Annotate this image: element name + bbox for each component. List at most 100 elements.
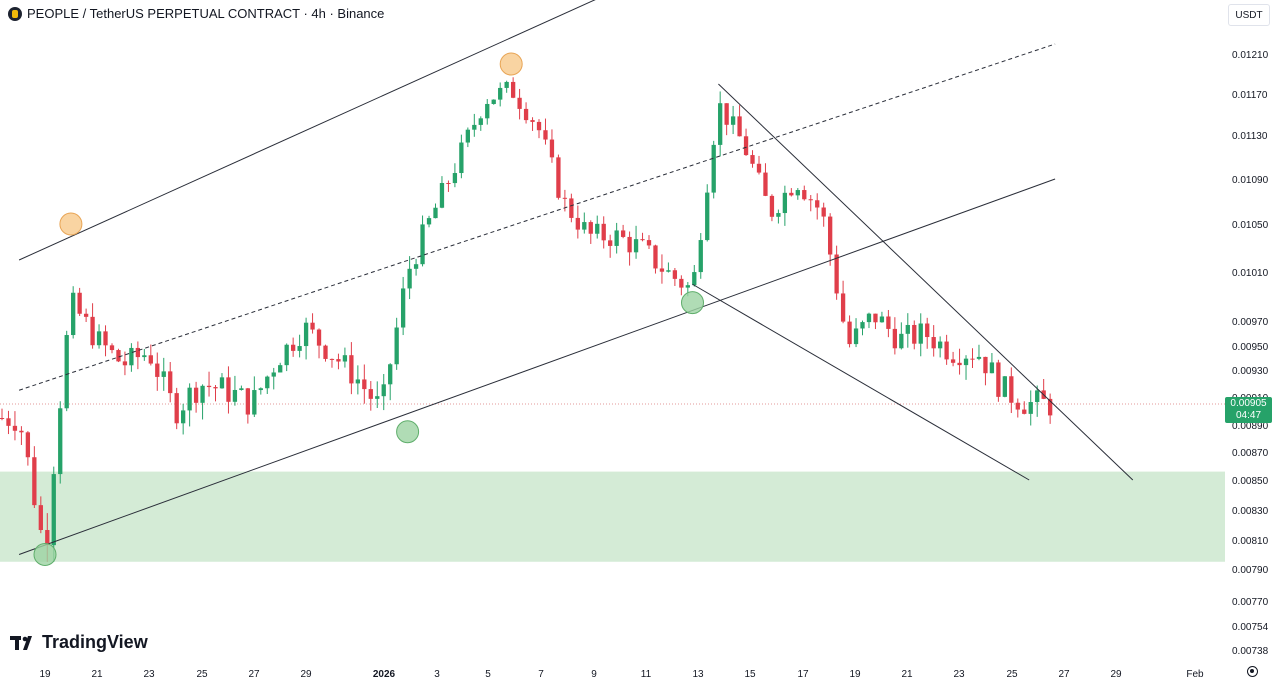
x-tick-label: 29: [300, 669, 312, 680]
y-tick-label: 0.00770: [1232, 597, 1269, 608]
candle-body: [232, 389, 238, 402]
settings-icon[interactable]: [1247, 666, 1258, 677]
candle-body: [291, 344, 296, 351]
candle-body: [297, 346, 302, 351]
candle-body: [478, 118, 483, 125]
candle-body: [562, 197, 568, 199]
symbol-logo-icon: [8, 6, 22, 21]
symbol-header[interactable]: PEOPLE / TetherUS PERPETUAL CONTRACT · 4…: [8, 6, 384, 21]
y-tick-label: 0.01130: [1232, 131, 1268, 142]
candle-body: [362, 379, 367, 390]
candle-body: [834, 254, 839, 294]
candle-body: [174, 393, 179, 424]
candle-body: [763, 172, 768, 196]
candle-body: [510, 81, 516, 98]
y-tick-label: 0.00970: [1232, 317, 1269, 328]
candle-body: [789, 192, 794, 196]
candle-body: [795, 190, 800, 196]
candle-body: [679, 278, 684, 288]
candle-body: [38, 505, 43, 531]
candle-body: [407, 268, 412, 289]
candle-body: [58, 408, 63, 475]
candle-body: [161, 371, 166, 377]
candle-body: [543, 130, 548, 140]
x-tick-label: 23: [953, 669, 965, 680]
x-tick-label: 21: [901, 669, 913, 680]
candle-body: [245, 388, 251, 415]
candle-body: [25, 432, 31, 458]
candle-body: [459, 142, 464, 174]
candle-body: [517, 97, 522, 109]
candle-body: [840, 293, 846, 322]
candle-body: [556, 157, 561, 198]
buy-marker: [33, 543, 57, 566]
x-tick-label: 11: [641, 669, 652, 680]
candle-body: [705, 192, 710, 241]
tradingview-logo[interactable]: TradingView: [10, 632, 148, 653]
last-price-tag: 0.00905 04:47: [1225, 397, 1272, 423]
candle-body: [905, 324, 910, 334]
candle-body: [168, 371, 173, 394]
trendline-lower-channel: [18, 178, 1056, 555]
candle-body: [12, 425, 18, 431]
candle-body: [627, 236, 632, 253]
candle-body: [776, 213, 781, 217]
candle-body: [155, 363, 160, 377]
trendline-mid-channel: [18, 43, 1056, 391]
y-tick-label: 0.00754: [1232, 622, 1269, 633]
candle-body: [77, 292, 82, 314]
x-tick-label: 5: [485, 669, 491, 680]
x-tick-label: 3: [434, 669, 440, 680]
candle-body: [523, 108, 529, 121]
candle-body: [989, 362, 995, 374]
currency-selector[interactable]: USDT: [1228, 4, 1270, 26]
candle-body: [782, 192, 788, 214]
y-tick-label: 0.00790: [1232, 565, 1269, 576]
candle-body: [730, 116, 736, 125]
x-tick-label: 21: [91, 669, 103, 680]
candle-body: [588, 222, 593, 234]
candle-body: [685, 285, 690, 288]
candle-body: [1047, 398, 1053, 416]
last-price-value: 0.00905: [1230, 398, 1267, 409]
y-tick-label: 0.00950: [1232, 342, 1269, 353]
x-tick-label: Feb: [1186, 669, 1204, 680]
candle-body: [109, 345, 115, 351]
candle-body: [912, 324, 917, 344]
candle-body: [595, 223, 600, 234]
y-tick-label: 0.01170: [1232, 90, 1268, 101]
candle-body: [931, 337, 936, 349]
tradingview-logo-icon: [10, 635, 32, 650]
candle-body: [187, 387, 192, 411]
candle-body: [614, 230, 619, 246]
candle-body: [569, 198, 574, 218]
x-tick-label: 27: [248, 669, 260, 680]
candle-body: [323, 345, 328, 359]
candle-body: [265, 376, 270, 389]
candle-body: [485, 103, 490, 119]
candle-body: [925, 323, 930, 338]
candle-body: [452, 173, 458, 184]
candle-body: [349, 355, 354, 384]
y-tick-label: 0.01050: [1232, 220, 1269, 231]
y-tick-label: 0.01010: [1232, 268, 1269, 279]
candle-body: [375, 396, 380, 399]
candle-body: [148, 355, 153, 364]
candle-body: [491, 99, 496, 104]
candle-body: [226, 377, 231, 402]
candle-body: [504, 81, 509, 88]
candle-body: [918, 323, 923, 344]
symbol-title: PEOPLE / TetherUS PERPETUAL CONTRACT · 4…: [27, 6, 385, 21]
candle-body: [303, 322, 309, 347]
candle-body: [129, 347, 134, 366]
candle-body: [355, 379, 360, 384]
candle-body: [996, 362, 1001, 397]
candle-body: [957, 362, 962, 366]
x-tick-label: 2026: [373, 669, 396, 680]
candle-body: [472, 124, 477, 130]
candle-body: [19, 430, 24, 433]
y-tick-label: 0.00810: [1232, 536, 1269, 547]
trendline-wedge-support: [692, 283, 1030, 481]
candle-body: [1002, 376, 1007, 397]
